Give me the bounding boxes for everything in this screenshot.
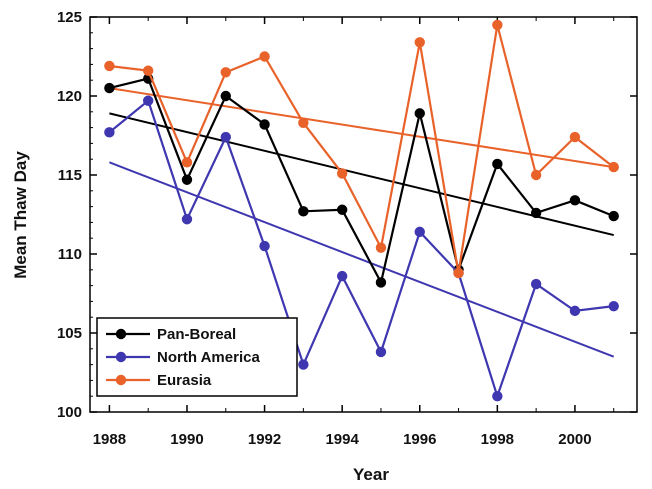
series-north-america bbox=[104, 95, 619, 402]
data-point bbox=[259, 119, 270, 130]
y-tick-label: 100 bbox=[57, 404, 82, 421]
legend-item-pan-boreal: Pan-Boreal bbox=[106, 326, 236, 343]
series-line-pan-boreal bbox=[109, 77, 615, 286]
x-tick-label: 1996 bbox=[403, 431, 436, 448]
data-point bbox=[569, 195, 581, 206]
y-tick-label: 110 bbox=[58, 246, 82, 263]
data-point bbox=[492, 158, 503, 170]
data-point bbox=[530, 169, 542, 181]
data-point bbox=[414, 226, 425, 238]
legend-swatch-marker bbox=[115, 374, 127, 386]
data-point bbox=[375, 277, 387, 288]
y-tick-label: 115 bbox=[58, 167, 82, 184]
x-tick-label: 1998 bbox=[481, 431, 514, 448]
data-point bbox=[142, 65, 154, 76]
data-point bbox=[298, 117, 309, 129]
series-line-eurasia bbox=[109, 24, 615, 274]
legend-label: North America bbox=[157, 349, 260, 366]
x-tick-label: 1992 bbox=[248, 431, 281, 448]
x-tick-label: 1994 bbox=[325, 431, 359, 448]
legend-label: Eurasia bbox=[157, 372, 212, 389]
x-tick-label: 2000 bbox=[558, 431, 591, 448]
x-axis-title: Year bbox=[353, 465, 389, 484]
legend-item-eurasia: Eurasia bbox=[106, 372, 212, 389]
legend-swatch-marker bbox=[115, 328, 127, 340]
data-point bbox=[414, 37, 425, 48]
data-point bbox=[375, 242, 387, 253]
data-point bbox=[104, 127, 115, 138]
data-point bbox=[181, 157, 193, 168]
data-point bbox=[259, 51, 270, 62]
trend-line-north-america bbox=[109, 161, 615, 358]
data-point bbox=[181, 174, 193, 185]
legend-label: Pan-Boreal bbox=[157, 326, 236, 343]
data-point bbox=[414, 108, 425, 119]
data-point bbox=[569, 305, 581, 317]
y-axis: 100 105 110 115 120 125 bbox=[57, 9, 637, 421]
data-point bbox=[336, 168, 348, 179]
y-tick-label: 125 bbox=[57, 9, 82, 26]
data-series bbox=[104, 19, 619, 402]
legend-swatch-marker bbox=[115, 351, 127, 363]
data-point bbox=[104, 82, 115, 94]
data-point bbox=[492, 391, 503, 402]
series-line-north-america bbox=[108, 98, 614, 400]
data-point bbox=[298, 359, 309, 370]
trend-line-pan-boreal bbox=[109, 112, 614, 237]
y-tick-label: 105 bbox=[57, 325, 82, 342]
data-point bbox=[608, 161, 619, 173]
data-point bbox=[336, 204, 348, 215]
series-pan-boreal bbox=[104, 73, 619, 288]
y-tick-label: 120 bbox=[57, 88, 82, 105]
data-point bbox=[259, 240, 270, 252]
x-tick-label: 1988 bbox=[93, 431, 126, 448]
legend: Pan-Boreal North America Eurasia bbox=[96, 317, 298, 397]
data-point bbox=[220, 67, 231, 78]
data-point bbox=[375, 346, 387, 358]
data-point bbox=[220, 90, 231, 102]
data-point bbox=[608, 210, 619, 222]
data-point bbox=[220, 131, 231, 143]
series-eurasia bbox=[104, 19, 619, 279]
x-axis: 1988 1990 1992 1994 1996 1998 2000 bbox=[93, 17, 615, 448]
y-axis-title: Mean Thaw Day bbox=[11, 151, 30, 279]
data-point bbox=[569, 131, 581, 143]
data-point bbox=[453, 267, 464, 279]
data-point bbox=[181, 214, 193, 225]
data-point bbox=[530, 278, 542, 290]
x-tick-label: 1990 bbox=[170, 431, 203, 448]
data-point bbox=[142, 95, 154, 106]
data-point bbox=[530, 207, 542, 219]
data-point bbox=[104, 60, 115, 72]
data-point bbox=[492, 19, 503, 31]
data-point bbox=[336, 270, 348, 282]
legend-item-north-america: North America bbox=[106, 349, 260, 366]
data-point bbox=[298, 206, 309, 217]
data-point bbox=[608, 300, 619, 312]
